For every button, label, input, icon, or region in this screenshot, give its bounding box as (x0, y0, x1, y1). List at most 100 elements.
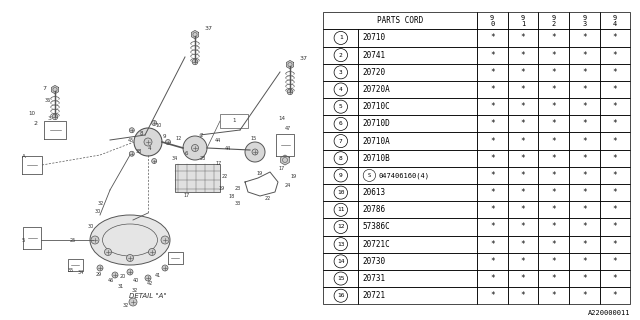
Circle shape (287, 89, 293, 95)
Circle shape (112, 272, 118, 278)
Bar (358, 150, 477, 167)
Text: *: * (551, 222, 556, 231)
Text: 6: 6 (339, 121, 342, 126)
Text: *: * (490, 205, 495, 214)
Bar (508, 184, 538, 201)
Text: 17: 17 (278, 166, 284, 171)
Circle shape (91, 236, 99, 244)
Bar (358, 29, 477, 46)
Bar (358, 270, 477, 287)
Bar (569, 201, 600, 218)
Bar (569, 253, 600, 270)
Text: 12: 12 (337, 225, 344, 229)
Circle shape (52, 114, 58, 120)
Bar (508, 167, 538, 184)
Bar (508, 98, 538, 115)
Text: 20720A: 20720A (362, 85, 390, 94)
Bar (477, 253, 508, 270)
Text: 34: 34 (78, 270, 84, 275)
Text: *: * (520, 291, 525, 300)
Text: *: * (551, 154, 556, 163)
Text: 8: 8 (140, 131, 143, 136)
Bar (323, 287, 358, 304)
Bar (600, 253, 630, 270)
Circle shape (152, 120, 157, 125)
Bar (569, 46, 600, 64)
Bar (358, 184, 477, 201)
Bar (358, 201, 477, 218)
Text: A220000011: A220000011 (588, 310, 630, 316)
Text: 15: 15 (337, 276, 344, 281)
Text: 19: 19 (290, 174, 296, 179)
Bar (358, 236, 477, 253)
Text: 2: 2 (339, 52, 342, 58)
Text: *: * (520, 154, 525, 163)
Bar (538, 236, 569, 253)
Text: *: * (520, 119, 525, 128)
Text: *: * (520, 240, 525, 249)
Bar (323, 270, 358, 287)
Text: *: * (582, 222, 587, 231)
Text: 35: 35 (68, 268, 74, 273)
Bar (508, 236, 538, 253)
Bar (323, 29, 358, 46)
Text: *: * (490, 85, 495, 94)
Circle shape (191, 145, 198, 151)
Bar (323, 132, 358, 150)
Text: *: * (520, 205, 525, 214)
Text: 46: 46 (108, 278, 115, 283)
Bar (477, 236, 508, 253)
Text: 5: 5 (339, 104, 342, 109)
Text: 20710: 20710 (362, 34, 385, 43)
Text: 20720: 20720 (362, 68, 385, 77)
Bar (358, 167, 477, 184)
Bar (569, 236, 600, 253)
Text: 37: 37 (300, 56, 308, 61)
Bar (358, 81, 477, 98)
Bar (358, 218, 477, 236)
Bar (508, 132, 538, 150)
Text: *: * (551, 274, 556, 283)
Bar (569, 29, 600, 46)
Text: *: * (582, 291, 587, 300)
Bar (569, 98, 600, 115)
Text: 20710B: 20710B (362, 154, 390, 163)
Text: 33: 33 (235, 201, 241, 206)
Text: *: * (612, 68, 618, 77)
Text: 20786: 20786 (362, 205, 385, 214)
Bar (323, 184, 358, 201)
Polygon shape (281, 155, 289, 165)
Text: 17: 17 (215, 161, 221, 166)
Bar (508, 150, 538, 167)
Text: 20721C: 20721C (362, 240, 390, 249)
Text: *: * (490, 119, 495, 128)
Text: 23: 23 (235, 186, 241, 191)
Text: *: * (612, 119, 618, 128)
Bar (477, 64, 508, 81)
Bar (600, 12, 630, 29)
Text: *: * (551, 257, 556, 266)
Bar (600, 201, 630, 218)
Text: *: * (612, 222, 618, 231)
Text: *: * (551, 119, 556, 128)
Bar (477, 98, 508, 115)
Text: *: * (490, 274, 495, 283)
Text: 9: 9 (163, 134, 166, 139)
Bar (508, 287, 538, 304)
Bar (569, 64, 600, 81)
Text: *: * (612, 85, 618, 94)
Circle shape (145, 275, 151, 281)
Text: 4: 4 (148, 146, 152, 151)
Circle shape (129, 128, 134, 133)
Text: *: * (490, 68, 495, 77)
Text: 19: 19 (218, 186, 224, 191)
Bar (358, 287, 477, 304)
Bar (358, 64, 477, 81)
Bar (569, 132, 600, 150)
Text: 9
4: 9 4 (613, 15, 617, 27)
Text: *: * (520, 222, 525, 231)
Circle shape (192, 59, 198, 65)
Bar (538, 150, 569, 167)
Bar (508, 12, 538, 29)
Text: *: * (612, 205, 618, 214)
